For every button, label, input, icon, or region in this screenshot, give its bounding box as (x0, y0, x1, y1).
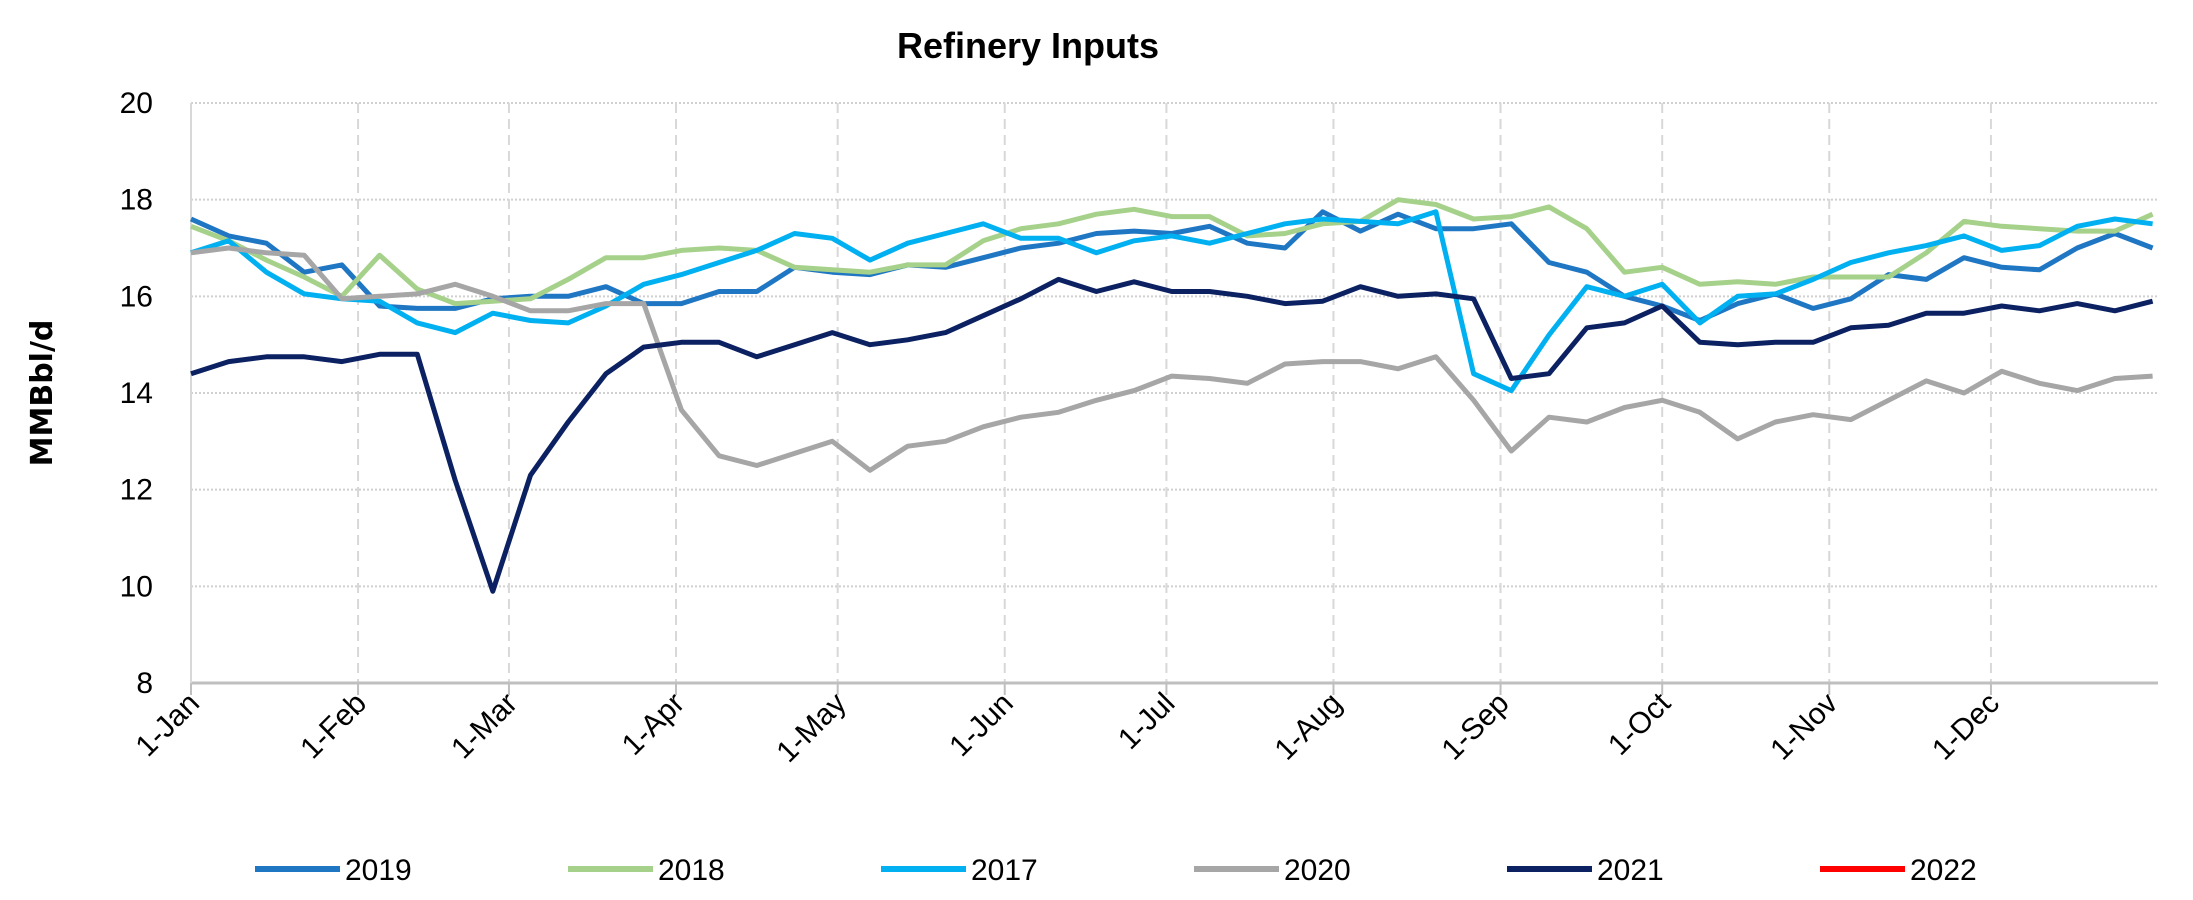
legend-label-2017: 2017 (971, 854, 1038, 887)
chart-title: Refinery Inputs (897, 25, 1159, 66)
legend-label-2018: 2018 (658, 854, 725, 887)
x-tick-label: 1-Feb (294, 687, 373, 766)
series-line-2019 (189, 209, 2154, 323)
series-line-2020 (190, 245, 2153, 473)
y-tick-label: 18 (120, 184, 153, 217)
legend-label-2020: 2020 (1284, 854, 1351, 887)
legend-label-2019: 2019 (345, 854, 412, 887)
series-line-2017 (190, 209, 2153, 394)
y-tick-label: 14 (120, 377, 153, 410)
grid (191, 102, 2158, 683)
x-tick-label: 1-Nov (1764, 687, 1844, 767)
x-tick-label: 1-Dec (1926, 687, 2006, 767)
x-tick-label: 1-Apr (616, 687, 691, 762)
y-tick-label: 16 (120, 280, 153, 313)
series-line-2021 (190, 276, 2154, 594)
y-tick-label: 20 (120, 87, 153, 120)
legend-label-2022: 2022 (1910, 854, 1977, 887)
legend: 2019 2018 2017 2020 2021 2022 (255, 854, 1977, 887)
x-tick-label: 1-Sep (1436, 687, 1516, 767)
x-tick-label: 1-Mar (445, 687, 524, 766)
x-tick-label: 1-Aug (1268, 687, 1348, 767)
x-tick-label: 1-Jun (943, 687, 1019, 763)
x-tick-label: 1-Jul (1112, 687, 1181, 756)
series-lines (189, 197, 2154, 594)
y-tick-label: 12 (120, 474, 153, 507)
y-tick-label: 10 (120, 570, 153, 603)
y-axis-label: MMBbl/d (25, 320, 60, 467)
legend-label-2021: 2021 (1597, 854, 1664, 887)
x-tick-label: 1-Oct (1602, 686, 1678, 762)
x-tick-label: 1-May (770, 687, 852, 769)
y-tick-label: 8 (136, 667, 153, 700)
series-line-2018 (190, 197, 2154, 307)
